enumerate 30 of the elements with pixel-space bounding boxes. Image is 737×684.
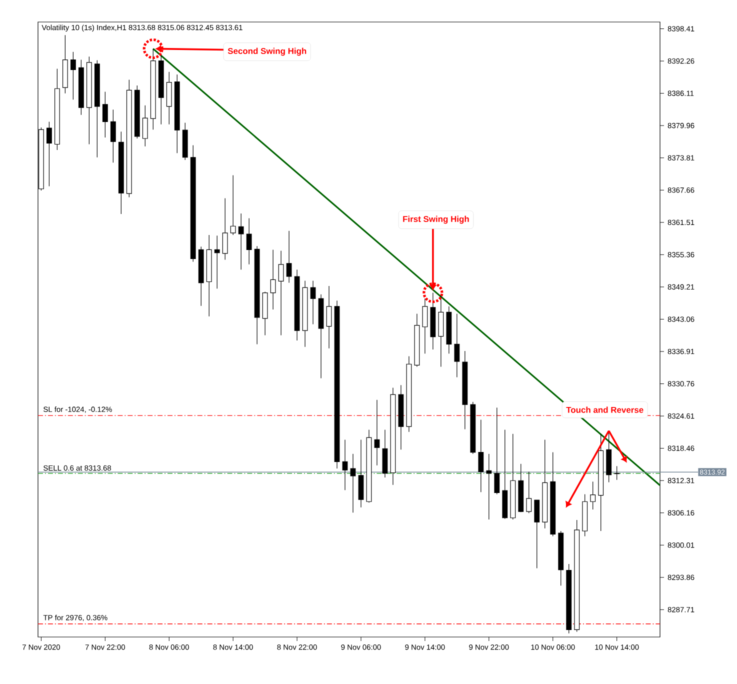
- candlestick: [222, 198, 228, 260]
- candlestick: [350, 454, 356, 513]
- candlestick: [494, 407, 500, 495]
- candlestick: [46, 121, 52, 187]
- candlestick: [230, 174, 236, 236]
- candlestick: [278, 250, 284, 336]
- candlestick: [422, 298, 428, 354]
- candlestick: [374, 400, 380, 466]
- candlestick: [70, 52, 76, 100]
- candlestick: [310, 280, 316, 325]
- candlestick: [454, 313, 460, 378]
- candlestick: [270, 249, 276, 310]
- candlestick: [590, 481, 596, 510]
- candlestick: [486, 454, 492, 520]
- candlestick: [534, 500, 540, 569]
- candlestick: [614, 466, 620, 480]
- candlestick: [246, 218, 252, 265]
- candlestick: [478, 419, 484, 492]
- candlestick: [326, 286, 332, 349]
- candlestick: [238, 213, 244, 270]
- annotation: First Swing High: [403, 216, 469, 224]
- candlestick: [214, 235, 220, 289]
- candlestick: [142, 105, 148, 147]
- candlestick: [286, 230, 292, 284]
- candlestick: [526, 471, 532, 514]
- candlestick: [102, 91, 108, 138]
- candlestick: [110, 109, 116, 163]
- annotation: Second Swing High: [228, 48, 306, 56]
- candlestick: [342, 439, 348, 490]
- annotation: Touch and Reverse: [566, 406, 644, 413]
